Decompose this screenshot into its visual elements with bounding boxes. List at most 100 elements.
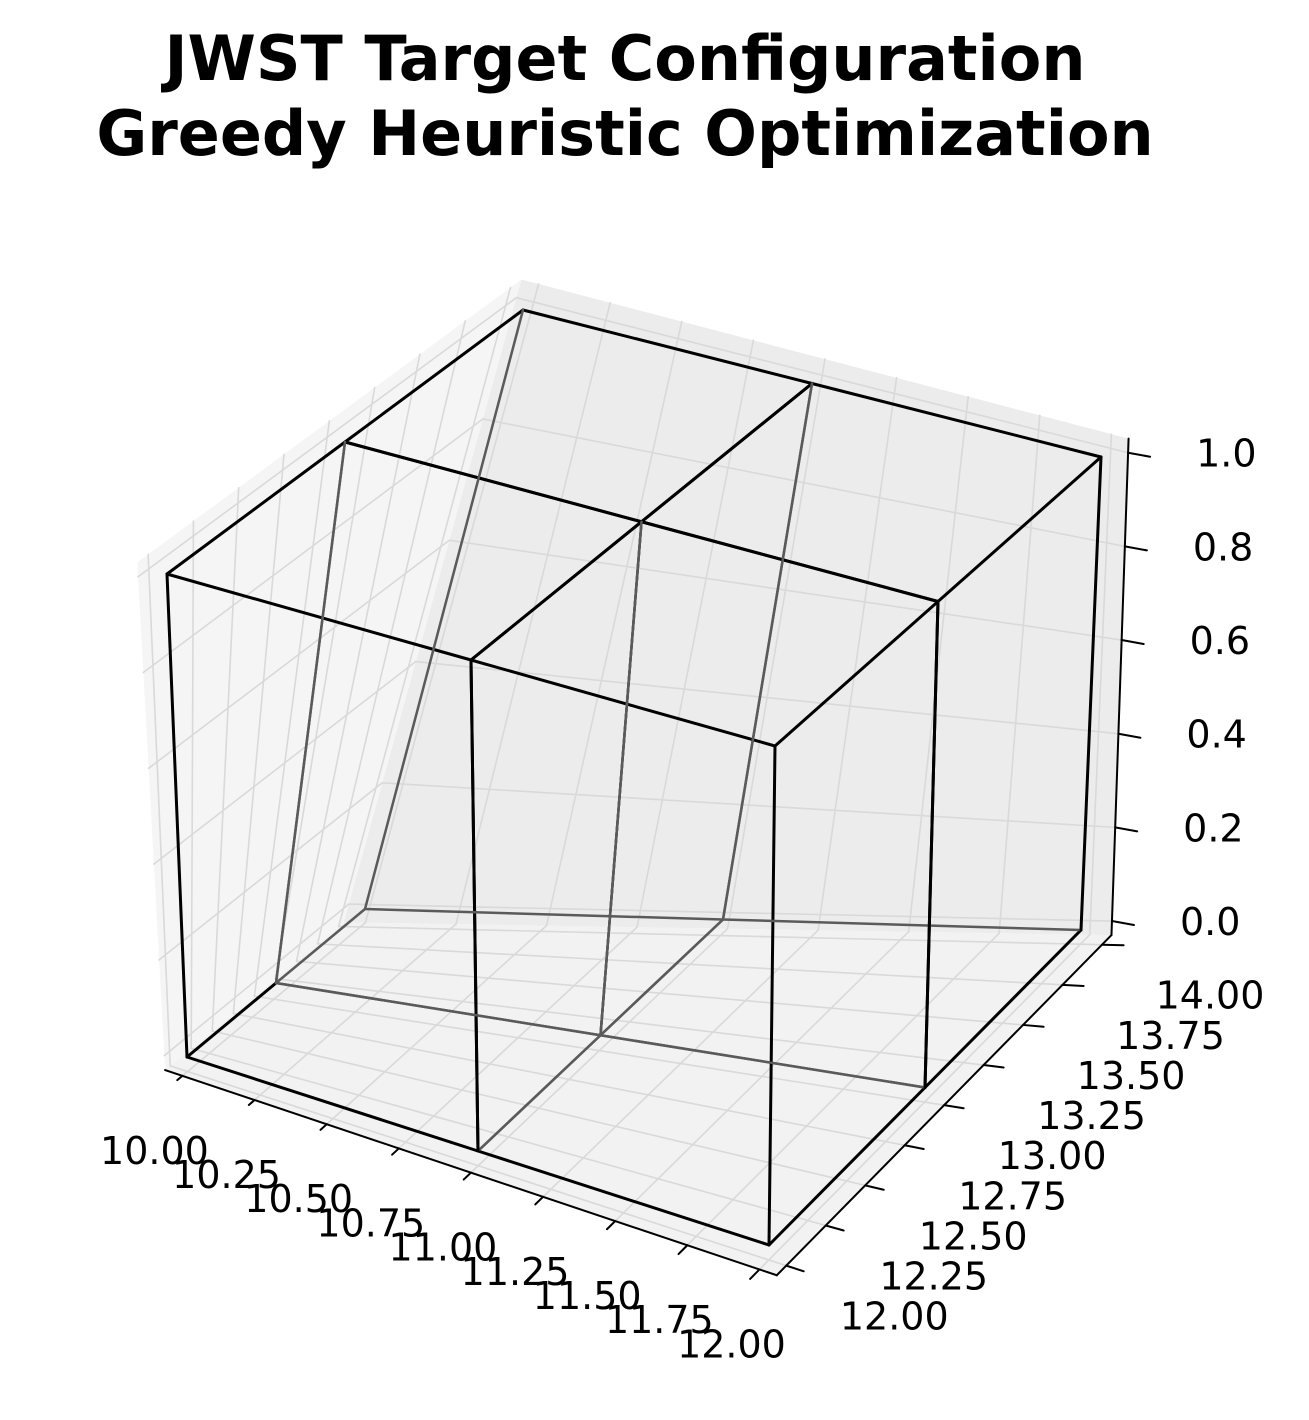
grid-line-y-floor bbox=[190, 1047, 827, 1227]
z-axis-ticks: 0.0 0.2 0.4 0.6 0.8 1.0 bbox=[1110, 432, 1257, 944]
box-edge bbox=[343, 440, 643, 524]
grid-line-x-back bbox=[545, 320, 683, 927]
grid-line-z-left bbox=[163, 903, 350, 1057]
grid-line-y-floor bbox=[274, 977, 985, 1066]
grid-line-z-back bbox=[414, 660, 1120, 735]
box-edge bbox=[923, 928, 1083, 1089]
x-tick-label: 10.50 bbox=[244, 1177, 353, 1221]
x-tick-label: 11.25 bbox=[461, 1250, 570, 1294]
box-edge bbox=[165, 440, 347, 576]
box-edge bbox=[640, 382, 814, 524]
x-tick bbox=[176, 1074, 184, 1082]
z-axis-line bbox=[1110, 437, 1130, 937]
y-tick-label: 14.00 bbox=[1156, 974, 1265, 1018]
x-tick-label: 11.75 bbox=[605, 1298, 714, 1342]
grid-line-z-left bbox=[147, 539, 451, 770]
z-tick-label: 0.0 bbox=[1180, 900, 1240, 944]
box-edge bbox=[363, 308, 525, 911]
box-edge bbox=[469, 658, 480, 1153]
grid-line-z-left bbox=[153, 660, 417, 865]
box-edge bbox=[599, 520, 643, 1037]
x-tick-label: 11.50 bbox=[533, 1274, 642, 1318]
grid-line-y-floor bbox=[253, 995, 945, 1106]
grid-line-y-left bbox=[253, 420, 331, 997]
box-edge bbox=[363, 907, 725, 921]
z-tick bbox=[1110, 920, 1135, 927]
grid-line-x-back bbox=[364, 283, 540, 924]
grid-line-y-floor bbox=[337, 925, 1103, 946]
y-tick bbox=[982, 1064, 1005, 1069]
y-tick-label: 13.00 bbox=[998, 1134, 1107, 1178]
chart-title-line-1: JWST Target Configuration bbox=[160, 22, 1085, 95]
y-tick bbox=[824, 1224, 845, 1232]
box-edge bbox=[469, 658, 777, 748]
grid-line-x-back bbox=[998, 414, 1041, 935]
y-tick bbox=[943, 1104, 965, 1110]
grid-line-y-floor bbox=[232, 1012, 906, 1147]
x-tick bbox=[677, 1244, 689, 1256]
box-edge bbox=[1079, 455, 1103, 932]
grid-line-z-back bbox=[448, 539, 1123, 641]
left-pane bbox=[137, 279, 522, 1071]
y-tick bbox=[1061, 983, 1085, 987]
x-tick-label: 11.00 bbox=[389, 1226, 498, 1270]
box-edge bbox=[274, 440, 347, 985]
floor-pane bbox=[165, 922, 1112, 1276]
y-tick-label: 13.25 bbox=[1037, 1094, 1146, 1138]
x-tick-label: 10.00 bbox=[100, 1129, 209, 1173]
x-tick bbox=[605, 1220, 617, 1231]
box-edge bbox=[640, 520, 940, 603]
y-tick bbox=[903, 1144, 925, 1151]
grid-line-y-floor bbox=[295, 960, 1024, 1026]
grid-line-y-floor bbox=[316, 943, 1064, 986]
grid-line-y-left bbox=[190, 520, 195, 1050]
z-tick bbox=[1117, 732, 1142, 739]
grid-line-z-back bbox=[381, 782, 1116, 829]
box-edge bbox=[185, 981, 278, 1059]
y-tick-label: 12.75 bbox=[958, 1174, 1067, 1218]
box-edge bbox=[521, 308, 814, 385]
y-tick bbox=[785, 1264, 805, 1273]
box-edge bbox=[767, 1086, 927, 1247]
grid-line-y-left bbox=[274, 386, 376, 980]
box-edge bbox=[810, 382, 1103, 459]
box-edge bbox=[274, 981, 602, 1037]
z-tick-label: 0.6 bbox=[1190, 619, 1250, 663]
box-edge bbox=[469, 520, 643, 662]
box-edge bbox=[767, 744, 777, 1247]
x-tick bbox=[749, 1268, 761, 1280]
box-edge bbox=[721, 918, 1083, 932]
box-edge bbox=[274, 907, 367, 985]
grid-line-x-back bbox=[726, 358, 826, 930]
z-tick bbox=[1127, 451, 1152, 458]
y-axis-ticks: 12.0012.2512.5012.7513.0013.2513.5013.75… bbox=[785, 943, 1265, 1339]
x-tick-label: 12.00 bbox=[677, 1322, 786, 1366]
box-edge bbox=[476, 1034, 602, 1153]
y-tick bbox=[864, 1184, 885, 1191]
z-tick-label: 0.2 bbox=[1183, 806, 1243, 850]
box-edge bbox=[185, 1055, 480, 1153]
box-edge bbox=[476, 1149, 771, 1247]
z-tick-label: 0.8 bbox=[1193, 525, 1253, 569]
box-edge bbox=[599, 918, 725, 1037]
y-tick-label: 13.50 bbox=[1077, 1054, 1186, 1098]
box-edge bbox=[165, 572, 473, 662]
grid-line-z-back bbox=[482, 418, 1126, 548]
grid-line-z-left bbox=[158, 782, 384, 961]
grid-line-z-back bbox=[515, 296, 1129, 454]
z-tick bbox=[1123, 545, 1148, 552]
z-tick bbox=[1114, 826, 1139, 833]
grid-line-x-back bbox=[636, 339, 755, 928]
grid-line-x-back bbox=[907, 395, 969, 933]
gridlines bbox=[137, 283, 1129, 1271]
box-4 bbox=[599, 382, 1103, 1089]
z-tick-label: 1.0 bbox=[1196, 432, 1256, 476]
box-edge bbox=[165, 572, 189, 1059]
x-tick-label: 10.25 bbox=[172, 1153, 281, 1197]
x-tick bbox=[319, 1123, 328, 1131]
grid-line-z-left bbox=[137, 296, 518, 578]
box-edge bbox=[936, 455, 1103, 603]
x-tick-label: 10.75 bbox=[316, 1201, 425, 1245]
x-tick bbox=[534, 1195, 545, 1206]
